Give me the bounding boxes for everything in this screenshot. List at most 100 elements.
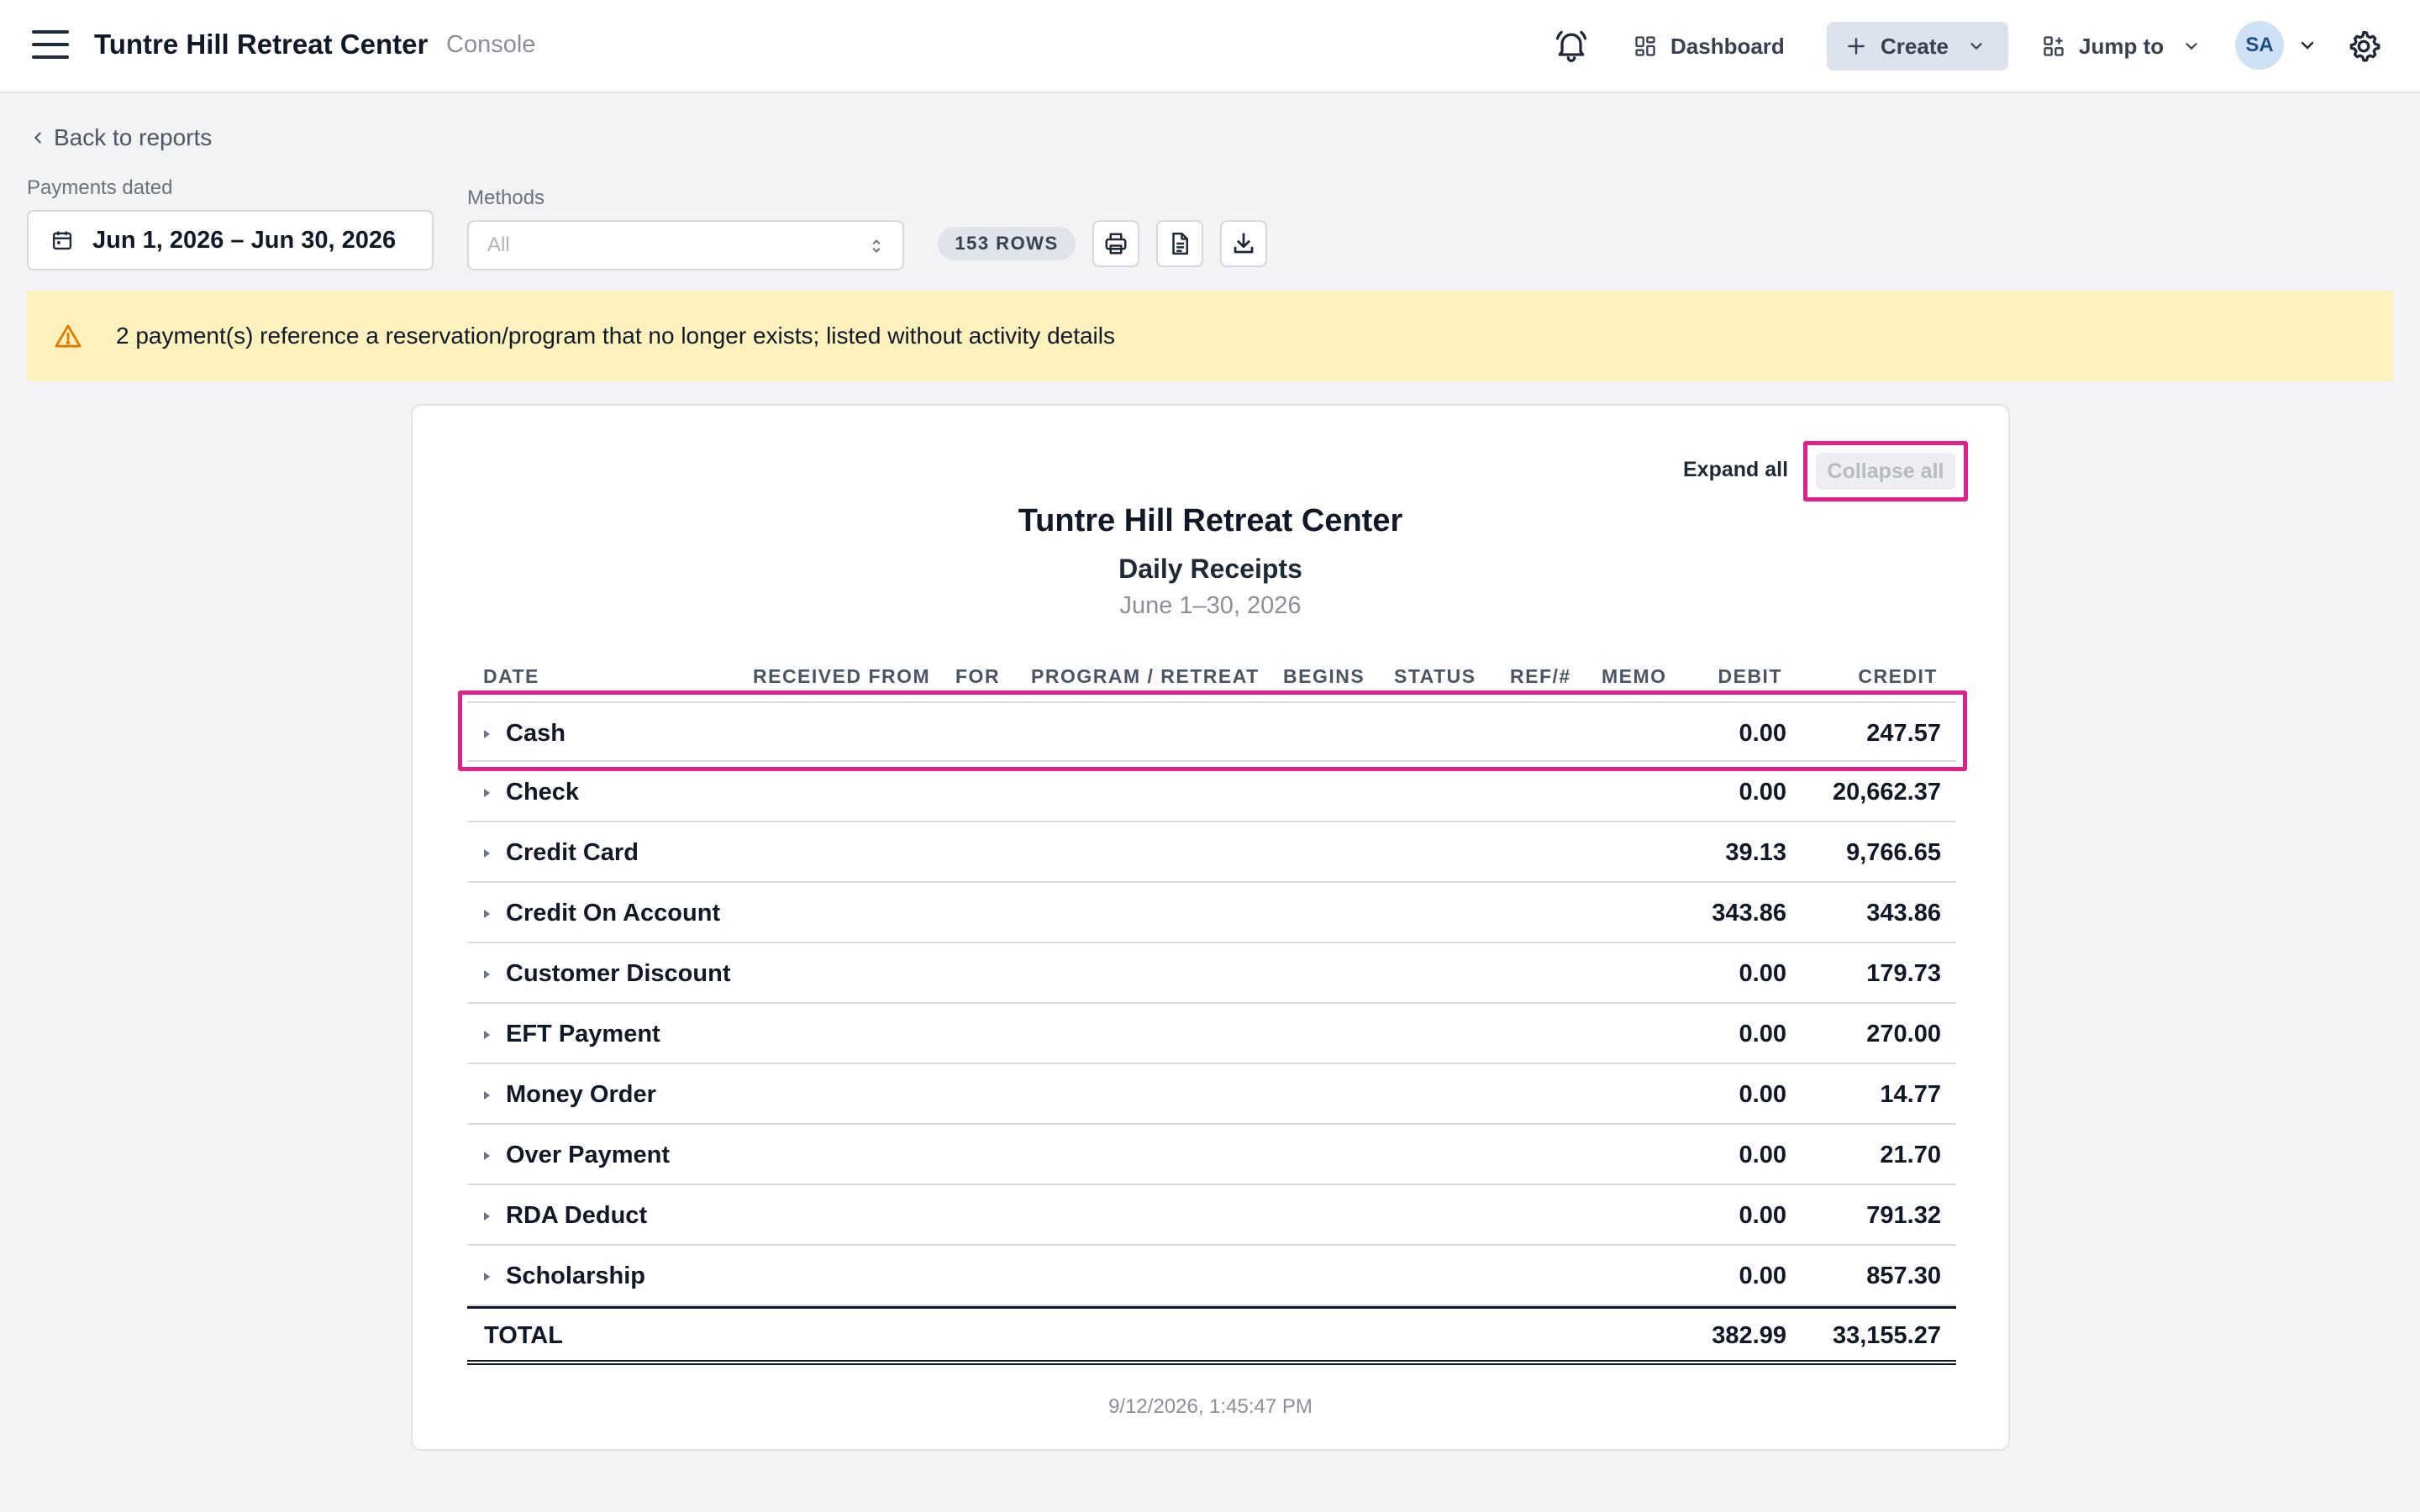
warning-icon <box>55 324 82 348</box>
avatar[interactable]: SA <box>2235 21 2284 70</box>
payment-method: EFT Payment <box>506 1021 660 1047</box>
gear-icon[interactable] <box>2346 29 2381 64</box>
expand-triangle-icon[interactable] <box>484 849 490 858</box>
plus-icon <box>1848 38 1865 55</box>
methods-value: All <box>487 234 510 256</box>
payment-method: RDA Deduct <box>506 1202 648 1229</box>
chevron-down-icon <box>1970 43 1982 50</box>
calendar-icon <box>52 231 72 250</box>
select-arrows-icon <box>872 239 881 253</box>
chevron-down-icon[interactable] <box>2297 35 2317 55</box>
table-row[interactable]: Check 0.00 20,662.37 <box>467 762 1956 822</box>
debit-value: 0.00 <box>1739 960 1786 987</box>
document-icon <box>1172 232 1188 255</box>
table-row[interactable]: Money Order 0.00 14.77 <box>467 1064 1956 1125</box>
create-button[interactable]: Create <box>1827 22 2008 71</box>
report-org-name: Tuntre Hill Retreat Center <box>1018 503 1403 538</box>
column-header-received-from: RECEIVED FROM <box>753 665 931 687</box>
app-title: Tuntre Hill Retreat Center <box>94 29 429 60</box>
download-icon <box>1234 233 1254 254</box>
total-debit: 382.99 <box>1712 1322 1786 1349</box>
report-date-range: June 1–30, 2026 <box>1119 592 1302 619</box>
table-row[interactable]: Scholarship 0.00 857.30 <box>467 1246 1956 1306</box>
table-row[interactable]: Credit Card 39.13 9,766.65 <box>467 822 1956 883</box>
credit-value: 20,662.37 <box>1832 779 1941 806</box>
debit-value: 0.00 <box>1739 1202 1786 1229</box>
debit-value: 0.00 <box>1739 720 1786 747</box>
column-header-begins: BEGINS <box>1283 665 1365 687</box>
expand-all-button[interactable]: Expand all <box>1683 458 1789 481</box>
total-credit: 33,155.27 <box>1832 1322 1941 1349</box>
credit-value: 14.77 <box>1880 1081 1941 1108</box>
debit-value: 0.00 <box>1739 1263 1786 1289</box>
bell-icon[interactable] <box>1553 27 1590 64</box>
print-button[interactable] <box>1092 220 1139 267</box>
printer-icon <box>1105 233 1127 255</box>
payment-method: Credit On Account <box>506 900 721 927</box>
date-range-picker[interactable]: Jun 1, 2026 – Jun 30, 2026 <box>27 210 434 270</box>
back-to-reports-link[interactable]: Back to reports <box>30 124 212 151</box>
debit-value: 0.00 <box>1739 1081 1786 1108</box>
column-header-for: FOR <box>955 665 1001 687</box>
chevron-left-icon <box>34 132 41 144</box>
dashboard-label: Dashboard <box>1670 33 1785 59</box>
credit-value: 343.86 <box>1866 900 1941 927</box>
table-row[interactable]: Cash 0.00 247.57 <box>467 701 1956 762</box>
payments-dated-label: Payments dated <box>27 176 173 199</box>
date-range-value: Jun 1, 2026 – Jun 30, 2026 <box>92 226 397 254</box>
column-header-credit: CREDIT <box>1858 665 1938 687</box>
credit-value: 21.70 <box>1880 1142 1941 1168</box>
app-subtitle: Console <box>446 31 536 58</box>
download-button[interactable] <box>1220 220 1267 267</box>
back-label: Back to reports <box>54 124 213 150</box>
debit-value: 343.86 <box>1712 900 1786 927</box>
column-header-date: DATE <box>483 665 539 687</box>
column-header-program: PROGRAM / RETREAT <box>1031 665 1260 687</box>
credit-value: 791.32 <box>1866 1202 1941 1229</box>
table-row[interactable]: EFT Payment 0.00 270.00 <box>467 1004 1956 1064</box>
collapse-all-highlight: Collapse all <box>1803 441 1968 501</box>
debit-value: 0.00 <box>1739 1142 1786 1168</box>
expand-triangle-icon[interactable] <box>484 1031 490 1039</box>
export-pdf-button[interactable] <box>1156 220 1203 267</box>
total-row: TOTAL 382.99 33,155.27 <box>467 1306 1956 1365</box>
dashboard-icon <box>1635 36 1655 56</box>
expand-triangle-icon[interactable] <box>484 730 490 738</box>
generated-timestamp: 9/12/2026, 1:45:47 PM <box>1108 1395 1313 1418</box>
debit-value: 39.13 <box>1725 839 1786 866</box>
payment-method: Customer Discount <box>506 960 731 987</box>
expand-triangle-icon[interactable] <box>484 1212 490 1221</box>
column-header-debit: DEBIT <box>1718 665 1782 687</box>
report-title: Daily Receipts <box>1118 554 1302 584</box>
jump-icon <box>2044 36 2064 56</box>
chevron-down-icon <box>2186 43 2197 50</box>
report-card: Expand all Collapse all Tuntre Hill Retr… <box>411 404 2010 1451</box>
credit-value: 179.73 <box>1866 960 1941 987</box>
table-row[interactable]: Credit On Account 343.86 343.86 <box>467 883 1956 943</box>
expand-triangle-icon[interactable] <box>484 789 490 797</box>
dashboard-button[interactable]: Dashboard <box>1634 22 1785 71</box>
rows-count-badge: 153 ROWS <box>938 227 1076 260</box>
credit-value: 270.00 <box>1866 1021 1941 1047</box>
column-header-memo: MEMO <box>1602 665 1667 687</box>
collapse-all-button[interactable]: Collapse all <box>1816 453 1955 490</box>
warning-text: 2 payment(s) reference a reservation/pro… <box>116 323 1116 349</box>
payment-method: Credit Card <box>506 839 639 866</box>
table-row[interactable]: Over Payment 0.00 21.70 <box>467 1125 1956 1185</box>
expand-triangle-icon[interactable] <box>484 1091 490 1100</box>
total-label: TOTAL <box>484 1322 563 1349</box>
expand-triangle-icon[interactable] <box>484 1152 490 1160</box>
expand-triangle-icon[interactable] <box>484 1273 490 1281</box>
table-row[interactable]: RDA Deduct 0.00 791.32 <box>467 1185 1956 1246</box>
table-row[interactable]: Customer Discount 0.00 179.73 <box>467 943 1956 1004</box>
methods-select[interactable]: All <box>467 220 904 270</box>
expand-triangle-icon[interactable] <box>484 970 490 979</box>
column-header-ref: REF/# <box>1510 665 1571 687</box>
jump-to-button[interactable]: Jump to <box>2042 22 2201 71</box>
credit-value: 247.57 <box>1866 720 1941 747</box>
menu-icon[interactable] <box>32 30 69 62</box>
create-label: Create <box>1881 33 1949 59</box>
payment-method: Over Payment <box>506 1142 671 1168</box>
top-bar: Tuntre Hill Retreat Center Console Dashb… <box>0 0 2420 93</box>
expand-triangle-icon[interactable] <box>484 910 490 918</box>
